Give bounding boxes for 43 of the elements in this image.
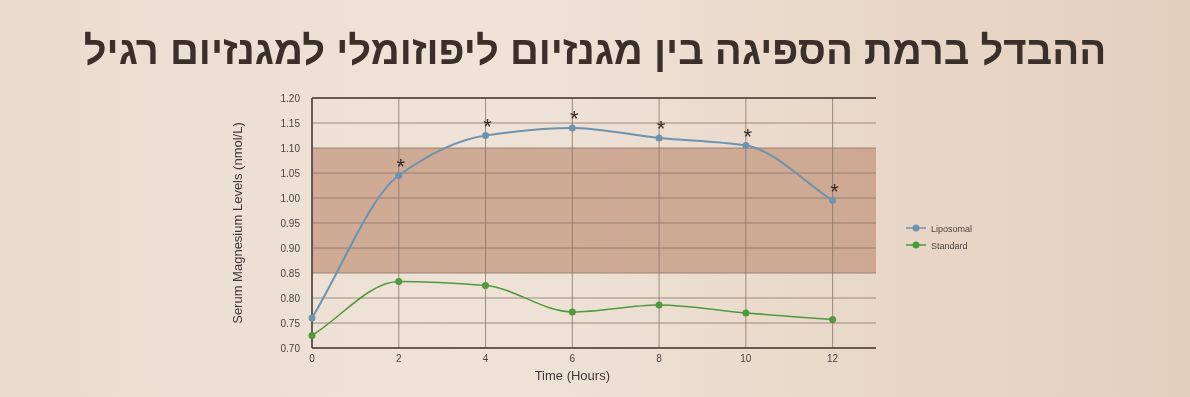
annotation: *	[656, 116, 666, 141]
x-tick-label: 8	[656, 353, 663, 364]
annotation: *	[570, 106, 580, 131]
y-tick-label: 1.00	[280, 192, 301, 204]
point	[568, 308, 576, 316]
y-tick-label: 0.90	[280, 242, 301, 254]
y-tick-label: 0.95	[280, 217, 301, 229]
point	[568, 124, 576, 132]
y-tick-label: 1.05	[280, 167, 301, 179]
y-tick-label: 0.80	[280, 292, 301, 304]
point	[482, 282, 490, 289]
x-tick-label: 4	[482, 353, 489, 364]
point	[742, 142, 750, 149]
chart-title: ההבדל ברמת הספיגה בין מגנזיום ליפוזומלי למגנזיום רגיל	[83, 28, 1107, 72]
x-tick-label: 10	[740, 353, 752, 364]
point	[829, 316, 837, 323]
legend-label: Liposomal	[931, 223, 973, 234]
legend-label: Standard	[931, 240, 968, 251]
y-tick-label: 1.20	[280, 92, 301, 104]
x-tick-label: 2	[395, 353, 402, 364]
annotation: *	[483, 113, 493, 139]
y-tick-label: 1.15	[280, 117, 301, 129]
point	[742, 309, 750, 317]
x-tick-label: 12	[827, 353, 839, 364]
x-tick-label: 0	[309, 353, 316, 364]
point	[482, 132, 490, 139]
annotation: *	[396, 153, 406, 179]
x-tick-label: 6	[569, 353, 576, 364]
y-tick-label: 1.10	[280, 142, 301, 154]
y-tick-label: 0.85	[280, 267, 301, 279]
point	[395, 172, 403, 179]
annotation: *	[743, 123, 753, 149]
x-axis-title: Time (Hours)	[534, 368, 610, 383]
point	[308, 332, 316, 339]
point	[829, 197, 837, 204]
y-tick-label: 0.75	[280, 317, 301, 329]
point	[655, 134, 663, 142]
point	[395, 278, 403, 285]
y-tick-label: 0.70	[280, 342, 301, 354]
point	[308, 314, 316, 322]
annotation: *	[830, 178, 840, 204]
y-axis-title: Serum Magnesium Levels (nmol/L)	[230, 122, 245, 324]
point	[655, 301, 663, 309]
